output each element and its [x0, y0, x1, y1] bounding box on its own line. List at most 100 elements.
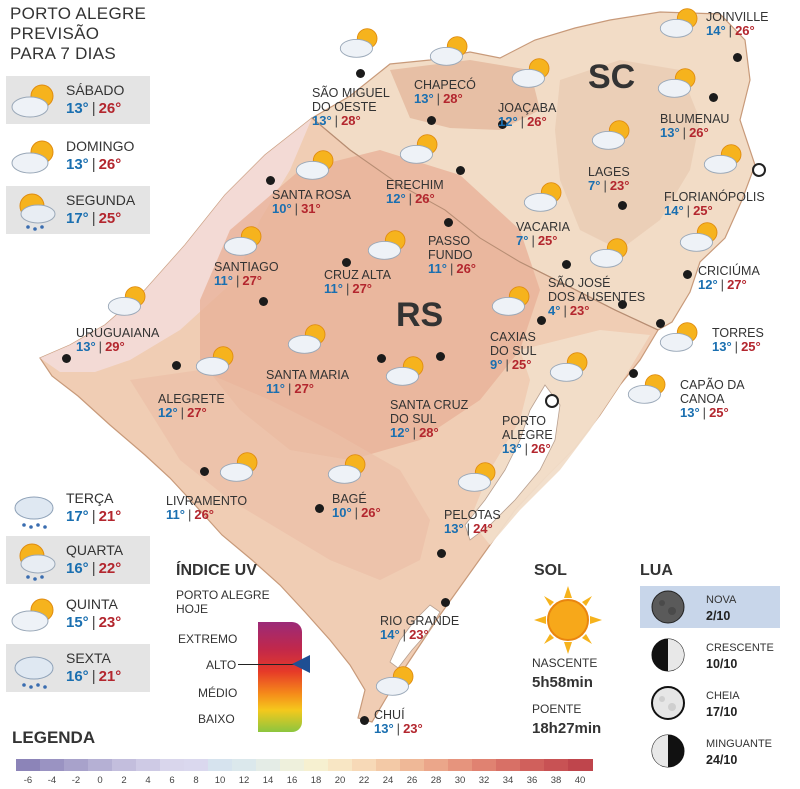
legend-swatch	[544, 759, 569, 771]
rs-west-band	[40, 118, 312, 372]
legend-tick-label: 38	[550, 775, 562, 786]
city-marker-santa-rosa	[266, 176, 275, 185]
city-caxias-do-sul: CAXIAS DO SUL 9° | 25°	[490, 330, 537, 372]
partly-cloudy-icon	[679, 222, 718, 252]
day-name: SEGUNDA	[66, 192, 136, 208]
sol-title: SOL	[534, 562, 567, 579]
city-santa-rosa: SANTA ROSA 10° | 31°	[272, 188, 351, 216]
legend-swatch	[16, 759, 41, 771]
legend-tick-label: -6	[23, 775, 33, 786]
moon-phase-name: CRESCENTE	[706, 642, 774, 654]
uv-indicator-line	[238, 664, 294, 665]
day-name: SÁBADO	[66, 82, 125, 98]
uv-title: ÍNDICE UV	[176, 562, 257, 579]
partly-cloudy-icon	[107, 286, 146, 316]
day-temps: 17° | 21°	[66, 508, 122, 525]
city-criciuma: CRICIÚMA 12° | 27°	[698, 264, 760, 292]
city-bage: BAGÉ 10° | 26°	[332, 492, 381, 520]
uv-level-extremo: EXTREMO	[178, 632, 238, 646]
legend-tick-label: -2	[71, 775, 81, 786]
city-marker-torres	[656, 319, 665, 328]
city-porto-alegre: PORTO ALEGRE 13° | 26°	[502, 414, 553, 456]
partly-cloudy-icon	[195, 346, 234, 376]
city-torres: TORRES 13° | 25°	[712, 326, 764, 354]
new-moon-icon	[651, 590, 685, 624]
city-marker-chui	[360, 716, 369, 725]
city-marker-sao-miguel-do-oeste	[356, 69, 365, 78]
city-marker-joinville	[733, 53, 742, 62]
temperature-legend-bar	[16, 759, 593, 771]
legend-swatch	[328, 759, 353, 771]
city-pelotas: PELOTAS 13° | 24°	[444, 508, 501, 536]
partly-cloudy-icon	[295, 150, 334, 180]
city-sao-jose-dos-ausentes: SÃO JOSÉ DOS AUSENTES 4° | 23°	[548, 276, 646, 318]
legend-tick-label: 26	[406, 775, 418, 786]
city-marker-criciuma	[683, 270, 692, 279]
sunrise-label: NASCENTE	[532, 656, 598, 670]
legend-tick-label: 32	[478, 775, 490, 786]
day-name: QUARTA	[66, 542, 124, 558]
partly-cloudy-icon	[659, 8, 698, 38]
full-moon-icon	[651, 686, 685, 720]
legend-tick-label: 12	[238, 775, 250, 786]
city-marker-vacaria	[562, 260, 571, 269]
legend-tick-label: 18	[310, 775, 322, 786]
sun-rain-icon	[19, 543, 56, 581]
legend-tick-label: 0	[97, 775, 103, 786]
partly-cloudy-icon	[11, 140, 54, 174]
partly-cloudy-icon	[11, 598, 54, 632]
partly-cloudy-icon	[375, 666, 414, 696]
city-lages: LAGES 7° | 23°	[588, 165, 630, 193]
legend-swatch	[472, 759, 497, 771]
legend-swatch	[280, 759, 305, 771]
legend-tick-label: 36	[526, 775, 538, 786]
moon-phase-minguante: MINGUANTE 24/10	[640, 730, 780, 772]
day-temps: 15° | 23°	[66, 614, 122, 631]
moon-phase-date: 10/10	[706, 657, 738, 671]
legend-swatch	[112, 759, 137, 771]
city-marker-santa-cruz-do-sul	[436, 352, 445, 361]
city-joinville: JOINVILLE 14° | 26°	[706, 10, 769, 38]
partly-cloudy-icon	[11, 84, 54, 118]
day-name: DOMINGO	[66, 138, 135, 154]
city-joacaba: JOAÇABA 12° | 26°	[498, 101, 557, 129]
sc-west-warm	[390, 60, 540, 130]
day-temps: 17° | 25°	[66, 210, 122, 227]
day-temps: 16° | 21°	[66, 668, 122, 685]
legend-tick-label: 24	[382, 775, 394, 786]
lagoa-dos-patos	[464, 384, 561, 541]
city-marker-uruguaiana	[62, 354, 71, 363]
legend-swatch	[208, 759, 233, 771]
partly-cloudy-icon	[367, 230, 406, 260]
partly-cloudy-icon	[657, 68, 696, 98]
partly-cloudy-icon	[457, 462, 496, 492]
day-forecast-domingo: DOMINGO 13° | 26°	[6, 132, 150, 180]
legend-swatch	[88, 759, 113, 771]
legend-tick-label: -4	[47, 775, 57, 786]
day-forecast-quinta: QUINTA 15° | 23°	[6, 590, 150, 638]
partly-cloudy-icon	[399, 134, 438, 164]
legend-tick-label: 10	[214, 775, 226, 786]
rs-sc-border	[311, 117, 659, 331]
city-marker-sao-jose-dos-ausentes	[618, 300, 627, 309]
day-forecast-quarta: QUARTA 16° | 22°	[6, 536, 150, 584]
city-marker-joacaba	[498, 120, 507, 129]
rs-central-warm	[200, 150, 540, 460]
sunset-label: POENTE	[532, 702, 582, 716]
lua-title: LUA	[640, 562, 673, 579]
legend-tick-label: 4	[145, 775, 151, 786]
uv-indicator-arrow-icon	[292, 655, 310, 673]
sunset-time: 18h27min	[532, 720, 602, 737]
state-label-sc: SC	[588, 58, 636, 96]
lagoa-mirim	[389, 604, 441, 669]
legend-title: LEGENDA	[12, 728, 96, 747]
city-passo-fundo: PASSO FUNDO 11° | 26°	[428, 234, 477, 276]
legend-swatch	[376, 759, 401, 771]
last-quarter-moon-icon	[651, 734, 685, 768]
uv-subtitle: PORTO ALEGRE HOJE	[176, 588, 270, 616]
city-marker-blumenau	[709, 93, 718, 102]
moon-phase-date: 2/10	[706, 609, 731, 623]
legend-swatch	[184, 759, 209, 771]
city-florianopolis: FLORIANÓPOLIS 14° | 25°	[664, 190, 765, 218]
city-marker-livramento	[200, 467, 209, 476]
